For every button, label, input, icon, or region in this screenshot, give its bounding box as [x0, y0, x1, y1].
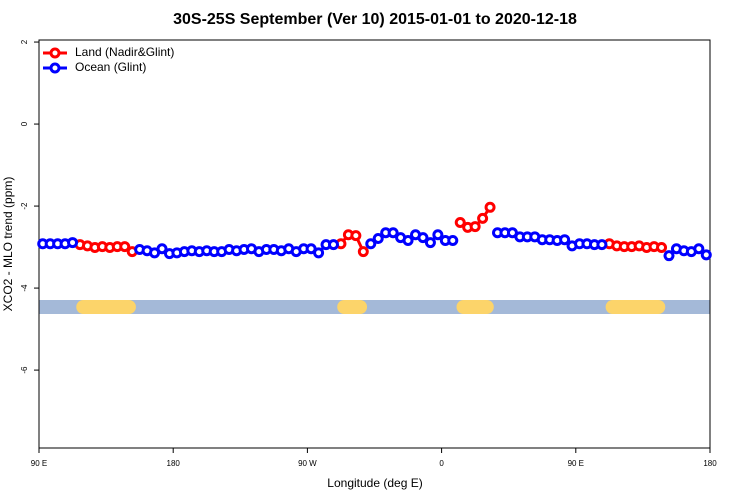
- legend-marker: [49, 62, 61, 74]
- x-tick-label: 0: [439, 459, 444, 468]
- y-tick-label: 0: [20, 121, 29, 126]
- land-band: [605, 300, 666, 314]
- data-point: [402, 235, 414, 247]
- x-tick-label: 90 W: [298, 459, 317, 468]
- data-point: [357, 246, 369, 258]
- data-point: [424, 237, 436, 249]
- y-tick-label: -2: [20, 202, 29, 210]
- y-tick-label: 2: [20, 39, 29, 44]
- legend-marker: [49, 47, 61, 59]
- data-point: [387, 227, 399, 239]
- data-point: [313, 247, 325, 259]
- y-axis-label: XCO2 - MLO trend (ppm): [1, 177, 15, 312]
- legend-label: Land (Nadir&Glint): [75, 45, 174, 59]
- data-point: [596, 239, 608, 251]
- data-point: [447, 235, 459, 247]
- data-point: [432, 229, 444, 241]
- x-tick-label: 90 E: [568, 459, 584, 468]
- data-point: [417, 232, 429, 244]
- land-band: [76, 300, 136, 314]
- data-point: [693, 243, 705, 255]
- y-tick-label: -6: [20, 366, 29, 374]
- x-axis-label: Longitude (deg E): [327, 476, 422, 490]
- data-point: [559, 234, 571, 246]
- data-point: [365, 238, 377, 250]
- data-point: [372, 232, 384, 244]
- data-point: [477, 212, 489, 224]
- data-point: [484, 201, 496, 213]
- x-tick-label: 180: [703, 459, 717, 468]
- land-band: [456, 300, 494, 314]
- data-point: [156, 243, 168, 255]
- data-point: [67, 237, 79, 249]
- data-point: [119, 241, 131, 253]
- data-point: [350, 230, 362, 242]
- y-tick-label: -4: [20, 284, 29, 292]
- data-point: [663, 250, 675, 262]
- x-tick-label: 180: [167, 459, 181, 468]
- legend-label: Ocean (Glint): [75, 60, 146, 74]
- land-band: [337, 300, 368, 314]
- chart-title: 30S-25S September (Ver 10) 2015-01-01 to…: [173, 11, 577, 28]
- x-tick-label: 90 E: [31, 459, 47, 468]
- data-point: [656, 241, 668, 253]
- data-point: [454, 216, 466, 228]
- data-point: [469, 221, 481, 233]
- ocean-band: [39, 300, 710, 314]
- data-point: [700, 249, 712, 261]
- data-point: [327, 239, 339, 251]
